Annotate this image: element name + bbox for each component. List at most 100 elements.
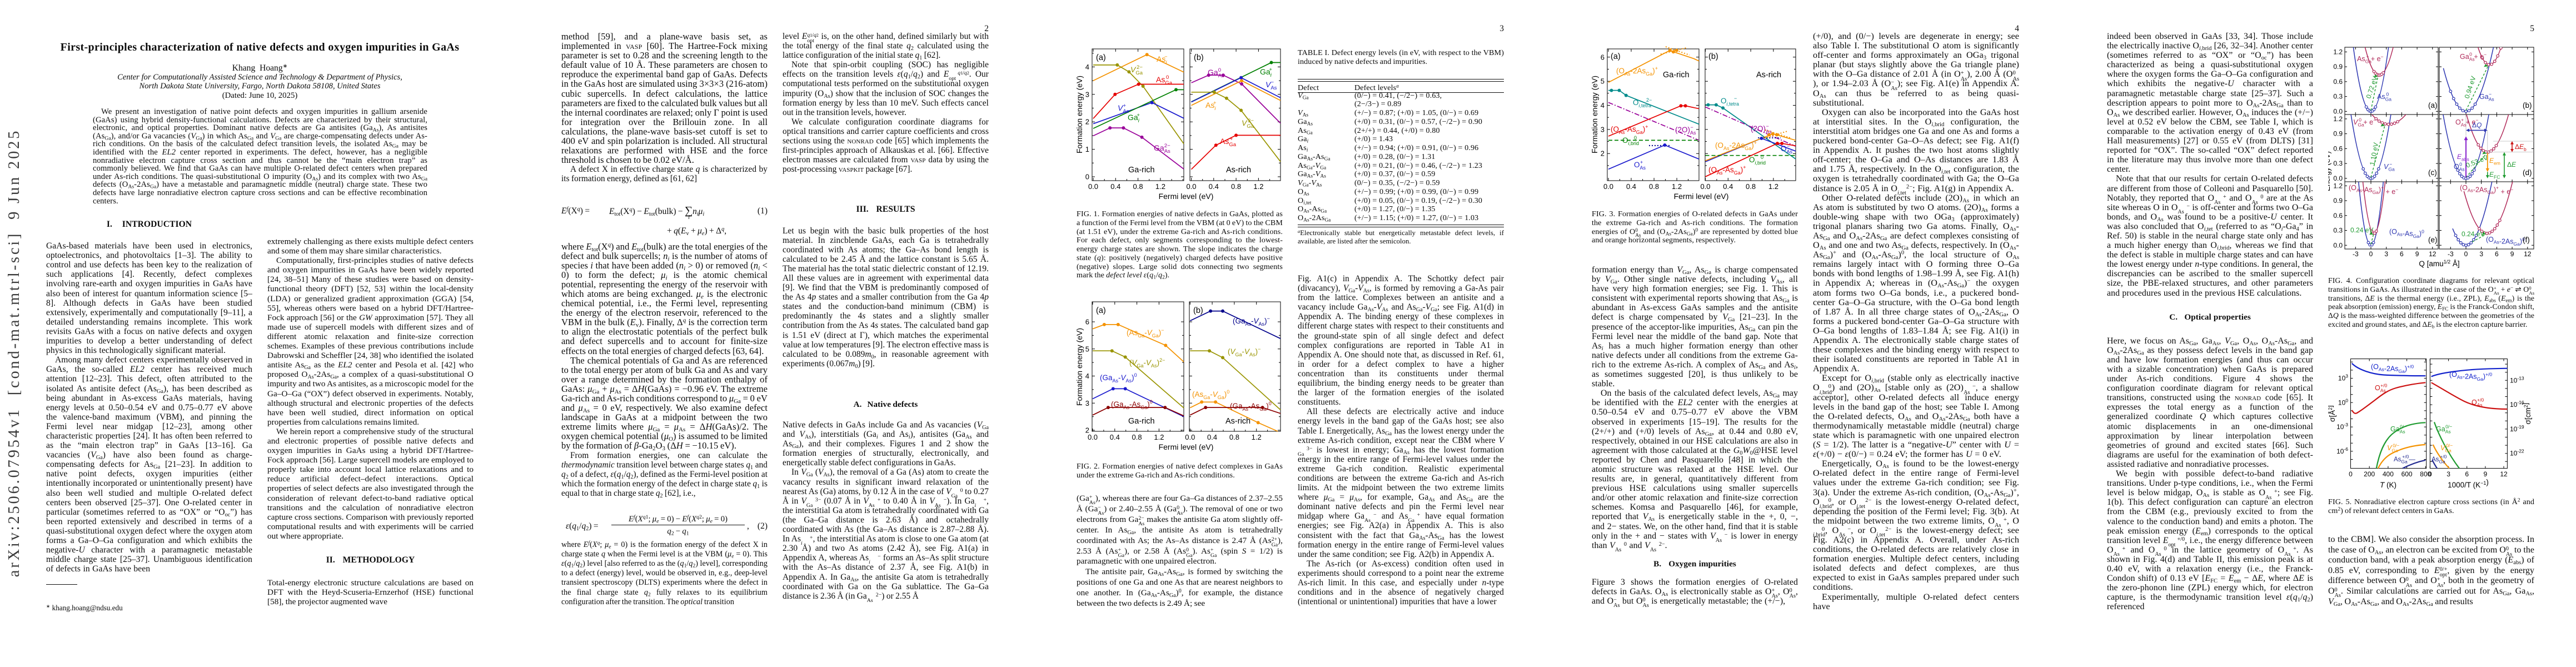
svg-text:Eem: Eem <box>2489 157 2500 166</box>
svg-text:9: 9 <box>2415 250 2419 258</box>
svg-text:0.4: 0.4 <box>1207 433 1217 441</box>
svg-text:Formation energy (eV): Formation energy (eV) <box>1077 328 1084 406</box>
svg-text:0.94 eV: 0.94 eV <box>2463 75 2478 99</box>
svg-text:0.0: 0.0 <box>1186 182 1196 191</box>
svg-text:10-6: 10-6 <box>2336 446 2348 455</box>
svg-text:(GaAs-AsGa)0: (GaAs-AsGa)0 <box>1230 401 1272 412</box>
svg-text:OAs0: OAs0 <box>2454 162 2465 172</box>
svg-text:0.8: 0.8 <box>1132 433 1142 441</box>
svg-text:(VGa-VAs)−: (VGa-VAs)− <box>1228 346 1260 357</box>
svg-text:(OAs-2AsGa)+/0: (OAs-2AsGa)+/0 <box>2449 371 2492 382</box>
svg-text:0.4: 0.4 <box>1110 182 1120 191</box>
svg-text:Oi,brid0: Oi,brid0 <box>1749 155 1766 166</box>
svg-text:2: 2 <box>1085 118 1089 126</box>
svg-text:(2O)As−: (2O)As− <box>1751 123 1772 135</box>
svg-text:0.8: 0.8 <box>1746 182 1756 191</box>
svg-text:As-rich: As-rich <box>1226 166 1251 175</box>
svg-text:10-22: 10-22 <box>2510 449 2524 457</box>
svg-text:(b): (b) <box>1193 306 1203 315</box>
svg-text:Gai+: Gai+ <box>1128 112 1140 124</box>
svg-text:(OAs-AsGa)0: (OAs-AsGa)0 <box>2389 228 2424 239</box>
svg-text:6: 6 <box>1085 318 1089 326</box>
svg-text:ΔEb: ΔEb <box>2515 143 2527 152</box>
svg-text:GaAs0: GaAs0 <box>1208 67 1224 79</box>
svg-text:(b): (b) <box>2523 101 2532 109</box>
svg-text:(OAs-2AsGa)+/0: (OAs-2AsGa)+/0 <box>2371 363 2414 374</box>
svg-text:0.0: 0.0 <box>1185 433 1195 441</box>
svg-text:5: 5 <box>1085 345 1089 353</box>
svg-text:(OAs-2AsGa)0: (OAs-2AsGa)0 <box>2486 236 2525 247</box>
svg-text:σ[cm2]: σ[cm2] <box>2521 403 2532 425</box>
svg-text:Oi,tetra−: Oi,tetra− <box>1721 96 1739 107</box>
svg-text:(GaAs-VAs)0: (GaAs-VAs)0 <box>1100 372 1137 384</box>
svg-text:3: 3 <box>1085 90 1089 98</box>
svg-text:1.2: 1.2 <box>1155 182 1165 191</box>
svg-text:0.0: 0.0 <box>1603 182 1613 191</box>
svg-text:OAs+: OAs+ <box>1634 160 1646 171</box>
svg-text:2: 2 <box>1085 426 1089 435</box>
svg-text:(AsGa-VGa)0: (AsGa-VGa)0 <box>1192 389 1229 400</box>
svg-text:100: 100 <box>2338 397 2348 406</box>
svg-text:-3: -3 <box>2448 250 2454 258</box>
svg-text:OAs+ + e−: OAs+ + e− <box>2455 117 2478 128</box>
svg-text:1.2: 1.2 <box>1154 433 1164 441</box>
svg-text:0.4: 0.4 <box>1626 182 1636 191</box>
svg-text:1.2: 1.2 <box>2333 48 2343 56</box>
svg-text:3: 3 <box>2479 250 2483 258</box>
svg-text:(f): (f) <box>2523 236 2530 244</box>
svg-text:9: 9 <box>2510 250 2514 258</box>
svg-text:10-13: 10-13 <box>2510 375 2524 384</box>
svg-text:VGa2−: VGa2− <box>1130 64 1143 76</box>
svg-text:2: 2 <box>1601 150 1605 158</box>
svg-text:OAs+/0: OAs+/0 <box>2472 397 2484 408</box>
svg-text:GaAs2−: GaAs2− <box>1154 143 1170 155</box>
svg-text:Gai+: Gai+ <box>1260 67 1272 78</box>
svg-text:0.6: 0.6 <box>2333 78 2343 86</box>
svg-text:1000/T (K−1): 1000/T (K−1) <box>2448 478 2489 489</box>
svg-text:GaAs0/−: GaAs0/− <box>2390 424 2406 435</box>
svg-text:(a): (a) <box>1611 52 1621 61</box>
svg-text:3: 3 <box>1601 125 1605 133</box>
svg-text:Asi−: Asi− <box>1157 54 1168 66</box>
svg-text:3: 3 <box>2447 470 2450 478</box>
svg-text:0.6: 0.6 <box>2333 212 2343 220</box>
svg-text:AsGa+ + e−: AsGa+ + e− <box>2357 54 2384 64</box>
svg-text:(OAs-AsGa)+: (OAs-AsGa)+ <box>1708 165 1746 176</box>
svg-text:As-rich: As-rich <box>1756 71 1781 79</box>
svg-text:EFC: EFC <box>2489 171 2500 180</box>
svg-text:0.8: 0.8 <box>1229 433 1239 441</box>
svg-text:σ[Å2]: σ[Å2] <box>2328 405 2336 422</box>
svg-text:1.2: 1.2 <box>2333 182 2343 190</box>
svg-text:T (K): T (K) <box>2380 481 2396 489</box>
svg-text:10-19: 10-19 <box>2510 424 2524 433</box>
svg-text:VGa0 + e−: VGa0 + e− <box>2353 117 2376 128</box>
svg-text:0.9: 0.9 <box>2333 197 2343 205</box>
svg-text:GaAs−: GaAs− <box>2479 92 2494 102</box>
svg-text:3: 3 <box>2384 250 2388 258</box>
svg-text:6: 6 <box>1601 53 1605 61</box>
svg-text:600: 600 <box>2401 470 2413 478</box>
svg-text:800: 800 <box>2420 470 2431 478</box>
svg-text:(OAs-2AsGa)+: (OAs-2AsGa)+ <box>1715 140 1757 151</box>
svg-text:0: 0 <box>2464 250 2468 258</box>
svg-text:AsGa+: AsGa+ <box>1220 136 1237 148</box>
svg-text:0.9: 0.9 <box>2333 130 2343 138</box>
svg-text:0.24 eV: 0.24 eV <box>2350 226 2373 234</box>
svg-text:(GaAs-AsGa)0: (GaAs-AsGa)0 <box>1111 399 1153 410</box>
svg-text:0: 0 <box>2369 250 2373 258</box>
svg-text:0.0: 0.0 <box>1700 182 1710 191</box>
svg-text:0.4: 0.4 <box>1209 182 1219 191</box>
svg-text:VGa3−: VGa3− <box>1242 118 1254 130</box>
svg-text:0.3: 0.3 <box>2333 160 2343 167</box>
svg-text:1.10 eV: 1.10 eV <box>2368 142 2380 166</box>
svg-text:6: 6 <box>2400 250 2404 258</box>
svg-text:0.0: 0.0 <box>2333 241 2343 249</box>
svg-text:AsGa0: AsGa0 <box>2377 92 2391 102</box>
svg-text:0.8: 0.8 <box>1231 182 1241 191</box>
svg-text:AsGa+/0—: AsGa+/0— <box>2394 454 2415 465</box>
svg-text:Ga-rich: Ga-rich <box>1663 71 1690 79</box>
svg-text:4: 4 <box>1085 372 1089 380</box>
svg-text:0.6: 0.6 <box>2333 145 2343 152</box>
svg-text:GaAs0 + e−: GaAs0 + e− <box>2460 52 2487 62</box>
svg-text:9: 9 <box>2484 470 2488 478</box>
